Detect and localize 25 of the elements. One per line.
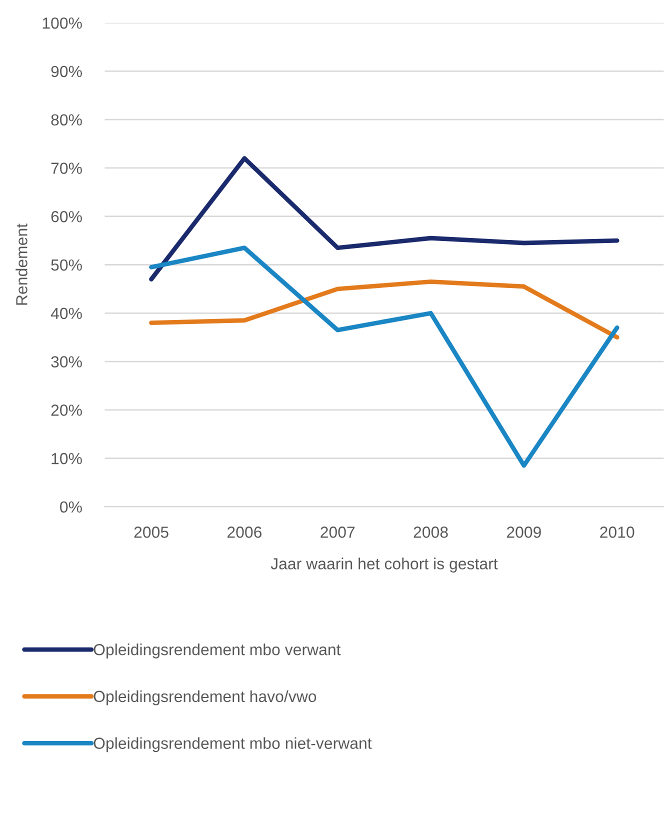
y-tick-label: 20% — [51, 404, 82, 416]
line-series — [149, 246, 620, 468]
y-tick-label: 90% — [51, 66, 82, 78]
y-tick-label: 10% — [52, 452, 82, 464]
y-tick-label: 40% — [50, 308, 82, 320]
x-tick-label: 2006 — [227, 526, 262, 538]
y-tick-label: 30% — [51, 356, 82, 368]
line-series — [149, 279, 620, 340]
line-series — [149, 156, 620, 282]
legend-label: Opleidingsrendement mbo niet-verwant — [94, 737, 372, 752]
y-tick-label: 70% — [51, 162, 82, 174]
legend-label: Opleidingsrendement havo/vwo — [94, 690, 316, 706]
x-tick-label: 2010 — [600, 526, 634, 538]
x-tick-label: 2008 — [414, 526, 448, 538]
y-tick-label: 60% — [51, 211, 82, 222]
x-tick-label: 2009 — [506, 526, 541, 538]
y-tick-label: 80% — [51, 114, 82, 126]
x-axis-title: Jaar waarin het cohort is gestart — [270, 558, 498, 573]
x-tick-label: 2007 — [320, 526, 355, 538]
legend-label: Opleidingsrendement mbo verwant — [94, 644, 341, 658]
y-tick-label: 50% — [51, 259, 82, 271]
y-tick-label: 100% — [42, 17, 82, 29]
y-axis-title: Rendement — [16, 224, 28, 305]
y-tick-label: 0% — [60, 501, 82, 513]
x-tick-label: 2005 — [134, 526, 168, 538]
